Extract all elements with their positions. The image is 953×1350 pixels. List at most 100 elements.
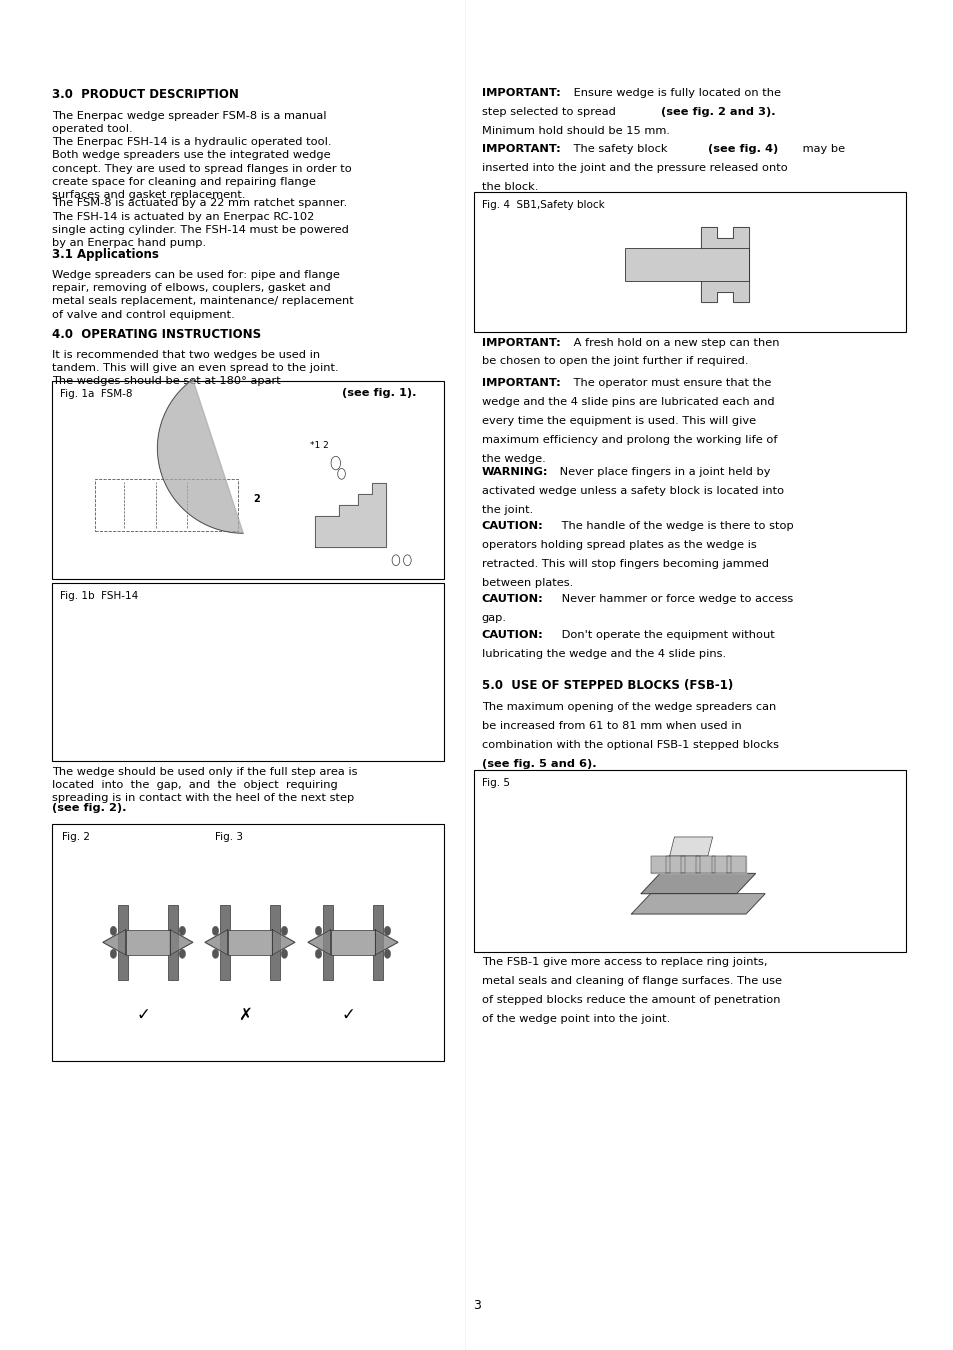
Text: IMPORTANT:: IMPORTANT: bbox=[481, 88, 560, 97]
Text: step selected to spread: step selected to spread bbox=[481, 107, 618, 116]
Text: the joint.: the joint. bbox=[481, 505, 533, 514]
Polygon shape bbox=[103, 930, 126, 954]
Polygon shape bbox=[314, 483, 386, 547]
Text: A fresh hold on a new step can then: A fresh hold on a new step can then bbox=[570, 338, 780, 347]
Polygon shape bbox=[726, 856, 745, 873]
Text: may be: may be bbox=[799, 144, 844, 154]
FancyBboxPatch shape bbox=[52, 583, 443, 761]
Text: operators holding spread plates as the wedge is: operators holding spread plates as the w… bbox=[481, 540, 756, 549]
Polygon shape bbox=[375, 930, 397, 954]
Text: ✗: ✗ bbox=[238, 1006, 252, 1023]
Text: Fig. 1b  FSH-14: Fig. 1b FSH-14 bbox=[60, 591, 138, 601]
Text: Fig. 3: Fig. 3 bbox=[214, 832, 242, 841]
FancyBboxPatch shape bbox=[126, 930, 170, 954]
FancyBboxPatch shape bbox=[373, 904, 382, 980]
Text: The Enerpac wedge spreader FSM-8 is a manual
operated tool.
The Enerpac FSH-14 i: The Enerpac wedge spreader FSM-8 is a ma… bbox=[52, 111, 352, 200]
FancyBboxPatch shape bbox=[331, 930, 375, 954]
Text: maximum efficiency and prolong the working life of: maximum efficiency and prolong the worki… bbox=[481, 435, 777, 444]
Text: (see fig. 5 and 6).: (see fig. 5 and 6). bbox=[481, 759, 596, 768]
FancyBboxPatch shape bbox=[270, 904, 279, 980]
FancyBboxPatch shape bbox=[474, 769, 905, 952]
Circle shape bbox=[212, 926, 218, 936]
Circle shape bbox=[179, 949, 186, 958]
FancyBboxPatch shape bbox=[168, 904, 177, 980]
Text: The FSB-1 give more access to replace ring joints,: The FSB-1 give more access to replace ri… bbox=[481, 957, 766, 967]
Polygon shape bbox=[696, 856, 715, 873]
Text: Ensure wedge is fully located on the: Ensure wedge is fully located on the bbox=[570, 88, 781, 97]
Text: The wedge should be used only if the full step area is
located  into  the  gap, : The wedge should be used only if the ful… bbox=[52, 767, 357, 803]
Text: Fig. 2: Fig. 2 bbox=[62, 832, 90, 841]
Polygon shape bbox=[711, 856, 730, 873]
Text: The safety block: The safety block bbox=[570, 144, 671, 154]
Text: be increased from 61 to 81 mm when used in: be increased from 61 to 81 mm when used … bbox=[481, 721, 740, 730]
Text: 4.0  OPERATING INSTRUCTIONS: 4.0 OPERATING INSTRUCTIONS bbox=[52, 328, 261, 342]
Text: every time the equipment is used. This will give: every time the equipment is used. This w… bbox=[481, 416, 755, 425]
Text: Never hammer or force wedge to access: Never hammer or force wedge to access bbox=[558, 594, 793, 603]
Text: Wedge spreaders can be used for: pipe and flange
repair, removing of elbows, cou: Wedge spreaders can be used for: pipe an… bbox=[52, 270, 354, 320]
Text: wedge and the 4 slide pins are lubricated each and: wedge and the 4 slide pins are lubricate… bbox=[481, 397, 774, 406]
Text: CAUTION:: CAUTION: bbox=[481, 630, 543, 640]
Text: IMPORTANT:: IMPORTANT: bbox=[481, 378, 560, 387]
Polygon shape bbox=[308, 930, 331, 954]
Circle shape bbox=[384, 949, 391, 958]
Circle shape bbox=[314, 926, 321, 936]
FancyBboxPatch shape bbox=[52, 381, 443, 579]
Text: Fig. 1a  FSM-8: Fig. 1a FSM-8 bbox=[60, 389, 132, 398]
Polygon shape bbox=[272, 930, 294, 954]
Polygon shape bbox=[700, 227, 748, 302]
Polygon shape bbox=[157, 379, 243, 533]
FancyBboxPatch shape bbox=[323, 904, 333, 980]
Text: of stepped blocks reduce the amount of penetration: of stepped blocks reduce the amount of p… bbox=[481, 995, 780, 1004]
Text: Never place fingers in a joint held by: Never place fingers in a joint held by bbox=[556, 467, 770, 477]
Text: combination with the optional FSB-1 stepped blocks: combination with the optional FSB-1 step… bbox=[481, 740, 778, 749]
Text: retracted. This will stop fingers becoming jammed: retracted. This will stop fingers becomi… bbox=[481, 559, 768, 568]
Text: Minimum hold should be 15 mm.: Minimum hold should be 15 mm. bbox=[481, 126, 669, 135]
Text: activated wedge unless a safety block is located into: activated wedge unless a safety block is… bbox=[481, 486, 783, 495]
Polygon shape bbox=[170, 930, 193, 954]
Text: Fig. 4  SB1,Safety block: Fig. 4 SB1,Safety block bbox=[481, 200, 604, 209]
Text: metal seals and cleaning of flange surfaces. The use: metal seals and cleaning of flange surfa… bbox=[481, 976, 781, 986]
Circle shape bbox=[281, 926, 288, 936]
Text: IMPORTANT:: IMPORTANT: bbox=[481, 338, 560, 347]
Text: It is recommended that two wedges be used in
tandem. This will give an even spre: It is recommended that two wedges be use… bbox=[52, 350, 338, 386]
Circle shape bbox=[384, 926, 391, 936]
Text: (see fig. 4): (see fig. 4) bbox=[707, 144, 778, 154]
Text: inserted into the joint and the pressure released onto: inserted into the joint and the pressure… bbox=[481, 163, 786, 173]
Text: Fig. 5: Fig. 5 bbox=[481, 778, 509, 787]
Text: the wedge.: the wedge. bbox=[481, 454, 545, 463]
Text: ✓: ✓ bbox=[341, 1006, 355, 1023]
Text: The handle of the wedge is there to stop: The handle of the wedge is there to stop bbox=[558, 521, 793, 531]
Polygon shape bbox=[205, 930, 228, 954]
Text: (see fig. 1).: (see fig. 1). bbox=[342, 389, 416, 398]
Text: 3.0  PRODUCT DESCRIPTION: 3.0 PRODUCT DESCRIPTION bbox=[52, 88, 239, 101]
Text: CAUTION:: CAUTION: bbox=[481, 521, 543, 531]
FancyBboxPatch shape bbox=[52, 824, 443, 1061]
Text: Don't operate the equipment without: Don't operate the equipment without bbox=[558, 630, 774, 640]
Text: The operator must ensure that the: The operator must ensure that the bbox=[570, 378, 771, 387]
Polygon shape bbox=[680, 856, 700, 873]
Text: between plates.: between plates. bbox=[481, 578, 573, 587]
Text: (see fig. 2).: (see fig. 2). bbox=[52, 802, 127, 813]
Text: ✓: ✓ bbox=[136, 1006, 150, 1023]
Text: (see fig. 2 and 3).: (see fig. 2 and 3). bbox=[660, 107, 775, 116]
FancyBboxPatch shape bbox=[228, 930, 272, 954]
Circle shape bbox=[314, 949, 321, 958]
Text: 2: 2 bbox=[253, 494, 259, 504]
Polygon shape bbox=[650, 856, 669, 873]
Text: The maximum opening of the wedge spreaders can: The maximum opening of the wedge spreade… bbox=[481, 702, 775, 711]
Circle shape bbox=[212, 949, 218, 958]
Text: WARNING:: WARNING: bbox=[481, 467, 548, 477]
Text: be chosen to open the joint further if required.: be chosen to open the joint further if r… bbox=[481, 356, 747, 366]
Circle shape bbox=[281, 949, 288, 958]
Text: the block.: the block. bbox=[481, 182, 537, 192]
FancyBboxPatch shape bbox=[474, 192, 905, 332]
Text: lubricating the wedge and the 4 slide pins.: lubricating the wedge and the 4 slide pi… bbox=[481, 649, 725, 659]
FancyBboxPatch shape bbox=[118, 904, 128, 980]
Circle shape bbox=[110, 926, 116, 936]
Text: CAUTION:: CAUTION: bbox=[481, 594, 543, 603]
Polygon shape bbox=[631, 894, 764, 914]
Circle shape bbox=[179, 926, 186, 936]
Text: IMPORTANT:: IMPORTANT: bbox=[481, 144, 560, 154]
Polygon shape bbox=[665, 856, 684, 873]
Text: 3.1 Applications: 3.1 Applications bbox=[52, 248, 159, 262]
